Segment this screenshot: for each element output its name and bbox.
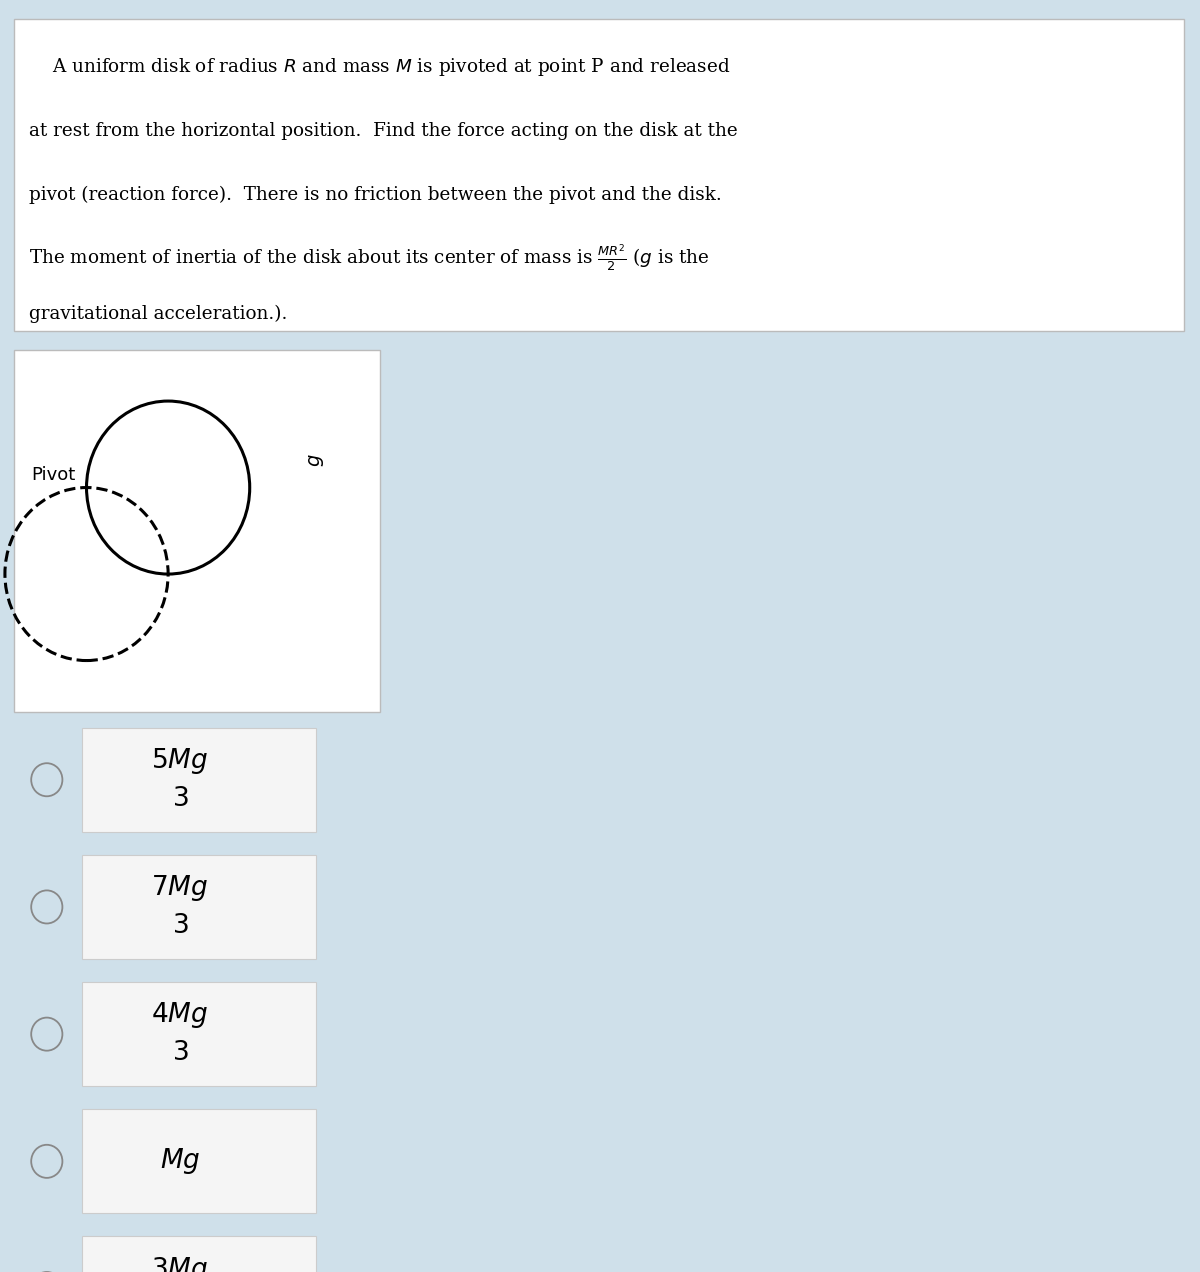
Text: $3$: $3$	[172, 913, 188, 939]
Text: at rest from the horizontal position.  Find the force acting on the disk at the: at rest from the horizontal position. Fi…	[29, 122, 738, 140]
Text: $3$: $3$	[172, 1040, 188, 1066]
Text: A uniform disk of radius $R$ and mass $M$ is pivoted at point P and released: A uniform disk of radius $R$ and mass $M…	[29, 56, 731, 79]
Text: $3$: $3$	[172, 786, 188, 812]
Text: gravitational acceleration.).: gravitational acceleration.).	[29, 305, 287, 323]
Text: $4Mg$: $4Mg$	[151, 1000, 209, 1030]
Text: $g$: $g$	[307, 454, 326, 468]
Text: Pivot: Pivot	[31, 466, 76, 483]
Text: $5Mg$: $5Mg$	[151, 745, 209, 776]
Text: $Mg$: $Mg$	[160, 1146, 200, 1177]
Text: $7Mg$: $7Mg$	[151, 873, 209, 903]
Text: $3Mg$: $3Mg$	[151, 1254, 209, 1272]
Text: The moment of inertia of the disk about its center of mass is $\frac{MR^2}{2}$ (: The moment of inertia of the disk about …	[29, 243, 709, 273]
Text: pivot (reaction force).  There is no friction between the pivot and the disk.: pivot (reaction force). There is no fric…	[29, 186, 721, 204]
